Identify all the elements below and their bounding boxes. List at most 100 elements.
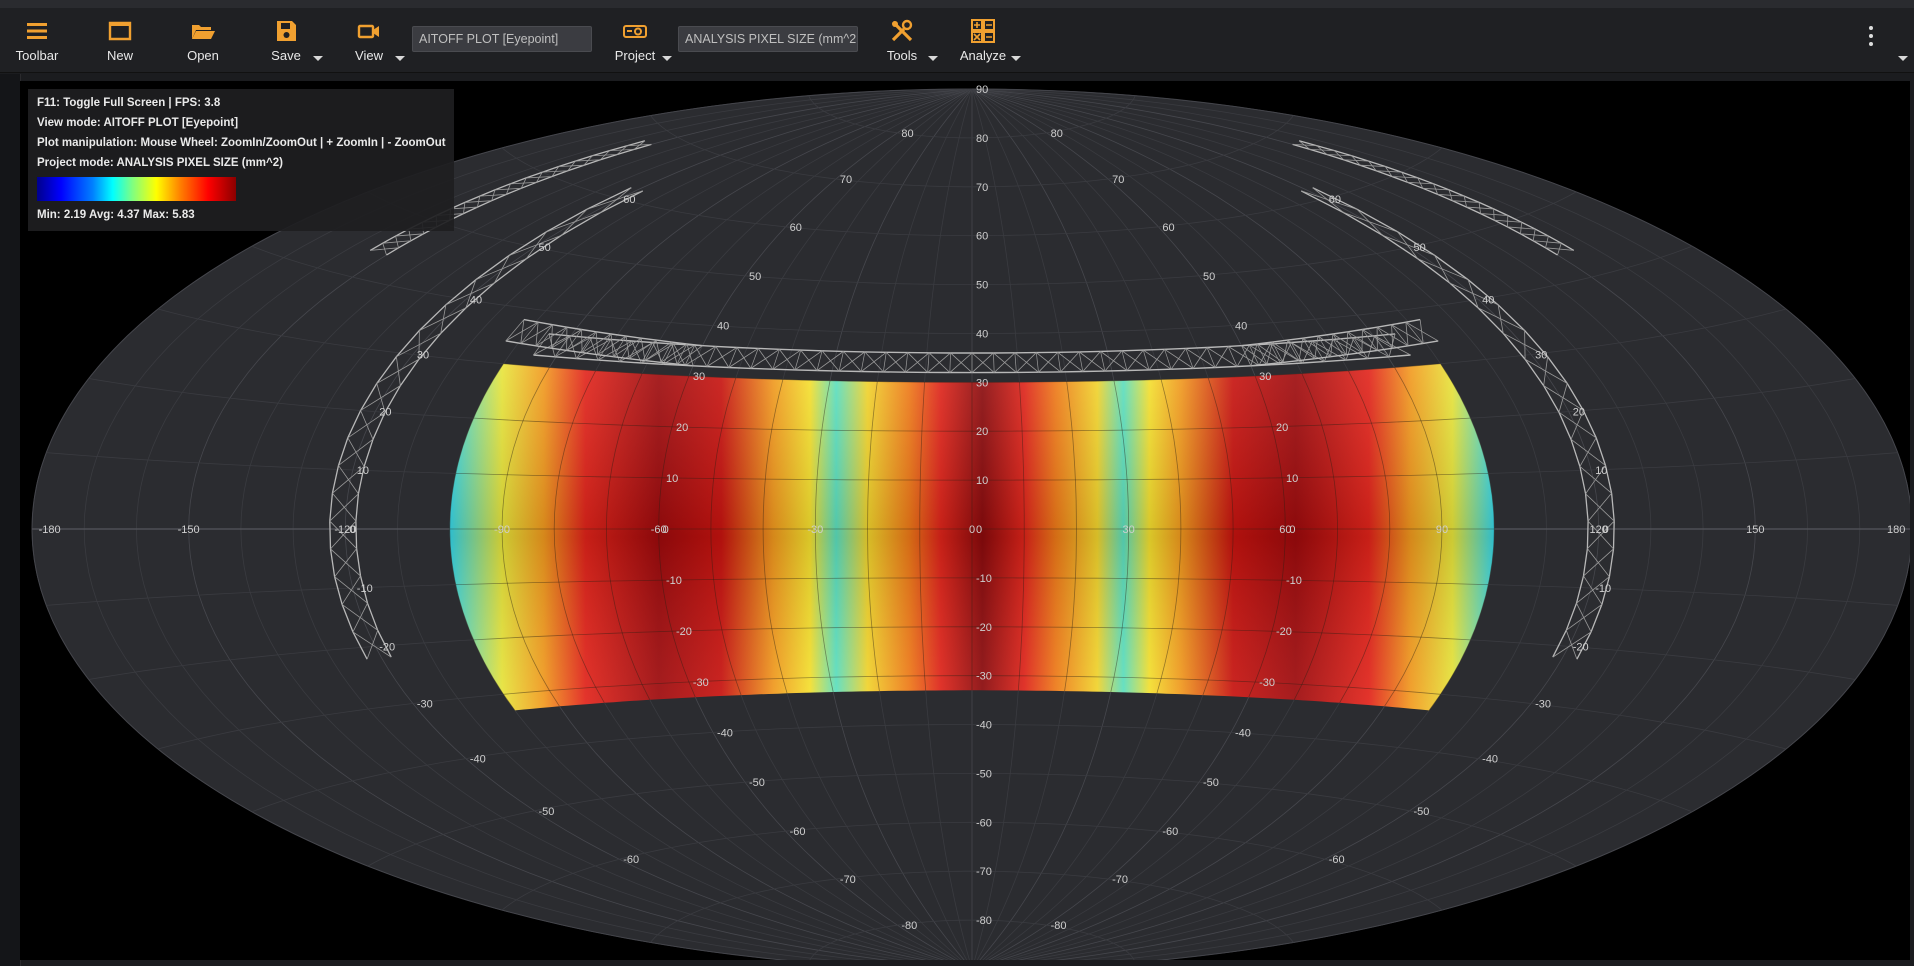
- longitude-label: 30: [1123, 524, 1135, 536]
- toolbar-overflow-caret[interactable]: [1898, 56, 1908, 61]
- projector-icon: [623, 25, 647, 38]
- view-mode-field[interactable]: AITOFF PLOT [Eyepoint]: [412, 26, 592, 52]
- project-dropdown-caret[interactable]: [662, 56, 672, 61]
- longitude-label: 0: [969, 524, 975, 536]
- open-label: Open: [187, 48, 219, 63]
- latitude-label: 10: [357, 465, 369, 477]
- window-top-strip: [0, 0, 1914, 8]
- hamburger-icon: [27, 23, 47, 39]
- latitude-label: -20: [1276, 626, 1292, 638]
- view-label: View: [355, 48, 383, 63]
- parallel-line: [251, 724, 1693, 813]
- latitude-label: 30: [976, 377, 988, 389]
- latitude-label: 60: [1162, 222, 1174, 234]
- more-options-icon[interactable]: [1868, 26, 1874, 48]
- heatmap-parallel: [503, 675, 1441, 695]
- heatmap-meridian: [867, 381, 880, 692]
- analyze-button[interactable]: Analyze: [960, 14, 1006, 68]
- latitude-label: -40: [1235, 727, 1251, 739]
- project-button[interactable]: Project: [614, 14, 656, 68]
- latitude-label: 40: [1235, 321, 1247, 333]
- aitoff-plot[interactable]: -180 -150 -120 -90 -60 -30 0 30 60 90 120 150 180 -80…: [20, 81, 1910, 960]
- latitude-label: -30: [1535, 698, 1551, 710]
- heatmap-meridian: [658, 375, 696, 698]
- latitude-label: 20: [676, 422, 688, 434]
- latitude-label: 80: [976, 133, 988, 145]
- heatmap-meridian: [1156, 379, 1182, 694]
- right-pillar-truss: [1300, 187, 1615, 660]
- latitude-label: 10: [666, 473, 678, 485]
- latitude-label: -60: [623, 854, 639, 866]
- longitude-label: -90: [494, 524, 510, 536]
- latitude-label: -30: [976, 671, 992, 683]
- latitude-label: -30: [1259, 677, 1275, 689]
- save-dropdown-caret[interactable]: [313, 56, 323, 61]
- heatmap-meridian: [1202, 377, 1234, 696]
- toolbar-toggle-button[interactable]: Toolbar: [14, 14, 60, 68]
- tools-button[interactable]: Tools: [884, 14, 920, 68]
- latitude-label: -20: [379, 641, 395, 653]
- latitude-label: 40: [470, 294, 482, 306]
- heatmap-meridian: [1017, 382, 1025, 691]
- new-button[interactable]: New: [102, 14, 138, 68]
- main-toolbar: Toolbar New Open Save View AITOFF PLOT […: [0, 8, 1914, 73]
- calculator-icon: [971, 19, 995, 43]
- tools-dropdown-caret[interactable]: [928, 56, 938, 61]
- longitude-label: -120: [334, 524, 356, 536]
- heatmap-meridian: [553, 370, 605, 703]
- latitude-label: -50: [749, 777, 765, 789]
- project-mode-field[interactable]: ANALYSIS PIXEL SIZE (mm^2: [678, 26, 858, 52]
- latitude-label: 60: [790, 222, 802, 234]
- latitude-label: 60: [976, 231, 988, 243]
- latitude-label: -10: [357, 583, 373, 595]
- latitude-label: 10: [976, 475, 988, 487]
- latitude-label: -20: [1573, 641, 1589, 653]
- tools-label: Tools: [886, 48, 918, 63]
- tools-icon: [891, 19, 913, 42]
- view-mode-line: View mode: AITOFF PLOT [Eyepoint]: [37, 117, 239, 129]
- longitude-label: -30: [807, 524, 823, 536]
- latitude-label: -60: [790, 826, 806, 838]
- parallel-line: [650, 870, 1294, 943]
- color-scale-bar: [37, 177, 236, 201]
- plot-viewport[interactable]: -180 -150 -120 -90 -60 -30 0 30 60 90 120 150 180 -80…: [20, 81, 1910, 960]
- parallel-line: [809, 919, 1135, 960]
- latitude-label: -40: [1482, 754, 1498, 766]
- latitude-label: 30: [1259, 371, 1271, 383]
- longitude-label: -60: [651, 524, 667, 536]
- analyze-dropdown-caret[interactable]: [1011, 56, 1021, 61]
- latitude-label: 30: [417, 350, 429, 362]
- window-icon: [108, 21, 132, 41]
- heatmap-parallel: [455, 577, 1489, 585]
- latitude-label: -50: [1413, 806, 1429, 818]
- video-camera-icon: [357, 24, 379, 39]
- heatmap-meridian: [919, 382, 927, 691]
- save-button[interactable]: Save: [268, 14, 304, 68]
- structure-wireframe: [329, 140, 1615, 660]
- heatmap-meridian: [1428, 363, 1495, 711]
- view-button[interactable]: View: [352, 14, 386, 68]
- longitude-label: 90: [1436, 524, 1448, 536]
- latitude-label: -80: [976, 915, 992, 927]
- latitude-label: 50: [1413, 242, 1425, 254]
- graticule-grid: [31, 88, 1910, 960]
- left-panel-edge: [0, 74, 21, 966]
- latitude-label: -40: [976, 720, 992, 732]
- analyze-label: Analyze: [959, 48, 1007, 63]
- fps-line: F11: Toggle Full Screen | FPS: 3.8: [37, 97, 221, 109]
- open-button[interactable]: Open: [185, 14, 221, 68]
- latitude-label: 70: [976, 182, 988, 194]
- graticule-labels: -180 -150 -120 -90 -60 -30 0 30 60 90 120 150 180 -80…: [39, 84, 1906, 932]
- latitude-label: 0: [976, 524, 982, 536]
- latitude-label: 80: [901, 128, 913, 140]
- latitude-label: 20: [1573, 407, 1585, 419]
- longitude-label: 60: [1279, 524, 1291, 536]
- latitude-label: 10: [1286, 473, 1298, 485]
- latitude-label: -30: [693, 677, 709, 689]
- right-arch-truss: [1241, 318, 1439, 367]
- left-pillar-truss: [329, 187, 644, 660]
- latitude-label: -80: [901, 920, 917, 932]
- heatmap-meridian: [1339, 370, 1391, 703]
- view-dropdown-caret[interactable]: [395, 56, 405, 61]
- latitude-label: -60: [1329, 854, 1345, 866]
